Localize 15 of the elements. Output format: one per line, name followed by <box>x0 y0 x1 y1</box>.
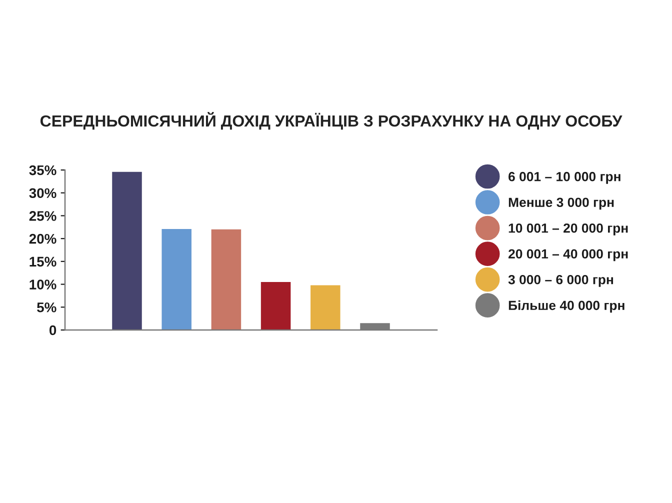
legend-label: Менше 3 000 грн <box>508 198 614 210</box>
y-tick-label: 20% <box>29 234 56 244</box>
legend-label: Більше 40 000 грн <box>508 300 624 313</box>
y-tick-label: 0 <box>49 325 56 336</box>
y-tick-label: 15% <box>30 256 56 267</box>
y-tick-label: 30% <box>29 188 56 198</box>
y-tick-label: 10% <box>30 280 56 290</box>
legend-label: 6 001 – 10 000 грн <box>508 172 620 184</box>
y-tick-label: 5% <box>37 302 56 312</box>
legend-label: 10 001 – 20 000 грн <box>508 223 628 236</box>
legend-label: 3 000 – 6 000 грн <box>508 274 614 287</box>
legend-label: 20 001 – 40 000 грн <box>508 249 628 262</box>
y-tick-label: 35% <box>29 165 56 176</box>
chart-title: СЕРЕДНЬОМІСЯЧНИЙ ДОХІД УКРАЇНЦІВ З РОЗРАХУНКУ НА ОДНУ ОСОБУ <box>40 112 622 130</box>
y-tick-label: 25% <box>29 211 56 221</box>
